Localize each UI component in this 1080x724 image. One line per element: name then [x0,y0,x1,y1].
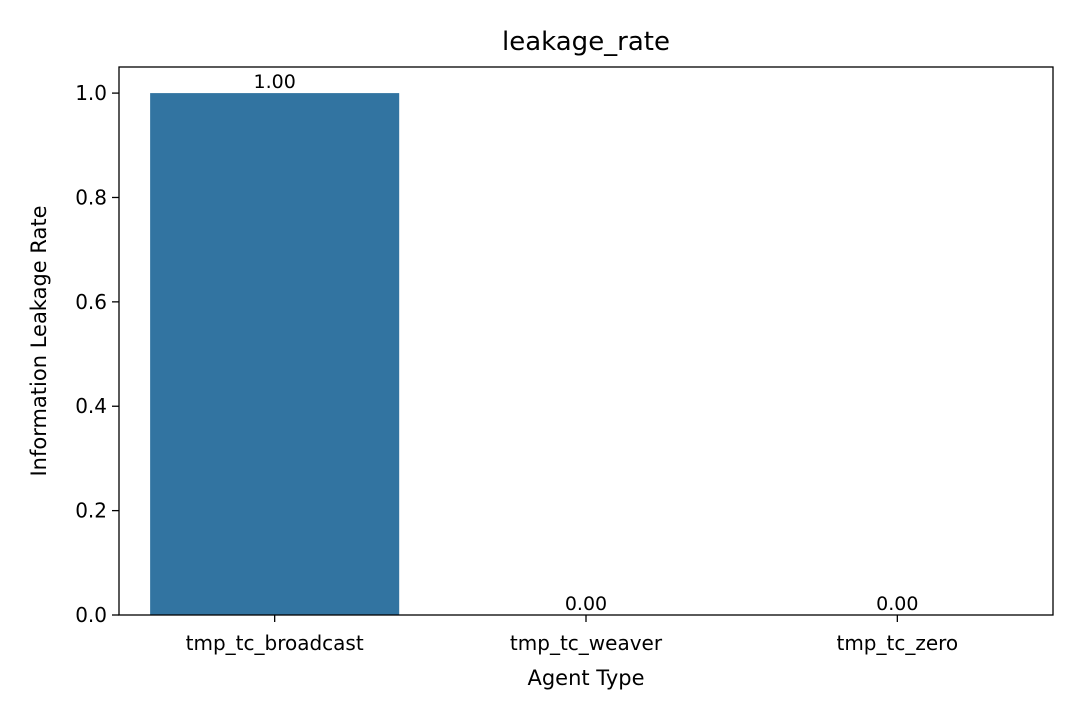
bar-tmp_tc_broadcast [150,93,400,616]
x-tick-label-tmp_tc_weaver: tmp_tc_weaver [510,631,663,655]
x-axis-label: Agent Type [527,666,644,690]
chart-title: leakage_rate [502,27,670,57]
y-tick-label: 0.4 [75,394,107,418]
y-tick-label: 0.6 [75,290,107,314]
x-tick-label-tmp_tc_broadcast: tmp_tc_broadcast [186,631,364,655]
y-axis: 0.0 0.2 0.4 0.6 0.8 1.0 [75,81,119,627]
data-label-tmp_tc_zero: 0.00 [876,593,918,615]
y-tick-label: 1.0 [75,81,107,105]
y-axis-label: Information Leakage Rate [27,205,51,476]
y-tick-label: 0.0 [75,603,107,627]
y-tick-label: 0.8 [75,185,107,209]
y-tick-label: 0.2 [75,499,107,523]
bars-layer [150,93,400,616]
x-axis: tmp_tc_broadcast tmp_tc_weaver tmp_tc_zero [186,615,958,655]
data-label-tmp_tc_weaver: 0.00 [565,593,607,615]
data-labels-layer: 1.00 0.00 0.00 [254,71,919,615]
x-tick-label-tmp_tc_zero: tmp_tc_zero [836,631,958,655]
data-label-tmp_tc_broadcast: 1.00 [254,71,296,93]
